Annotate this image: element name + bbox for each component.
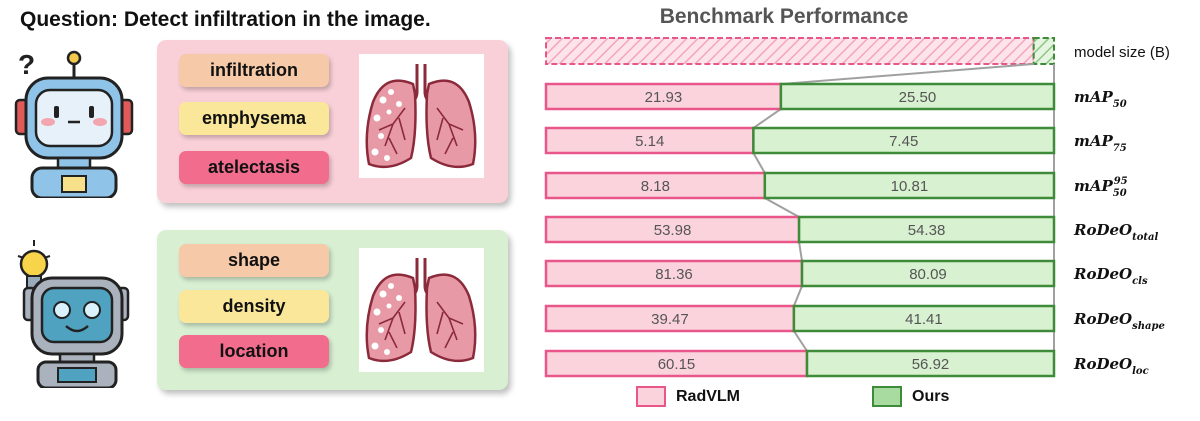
bar-radvlm <box>544 215 801 244</box>
bar-radvlm <box>544 304 796 333</box>
metric-label: mAP75 <box>1074 132 1127 154</box>
bar-radvlm <box>544 171 767 200</box>
robot-icon: ? <box>14 49 134 198</box>
question-title: Question: Detect infiltration in the ima… <box>20 8 431 31</box>
metric-label: mAP5095 <box>1074 176 1128 199</box>
data-label-ours: 54.38 <box>908 222 946 239</box>
size-bar-ours <box>1032 37 1056 65</box>
bar-ours <box>800 259 1056 288</box>
tag-infiltration: infiltration <box>179 54 329 87</box>
chart-title: Benchmark Performance <box>659 5 909 28</box>
bar-radvlm <box>544 82 783 111</box>
legend-ours: Ours <box>872 386 949 407</box>
legend-radvlm-label: RadVLM <box>676 387 740 405</box>
size-bar-radvlm <box>545 37 1035 65</box>
bar-ours <box>797 215 1056 244</box>
size-row-label: model size (B) <box>1074 44 1170 61</box>
data-label-ours: 80.09 <box>909 266 947 283</box>
data-label-radvlm: 60.15 <box>658 356 696 373</box>
data-label-ours: 7.45 <box>889 133 918 150</box>
lung-image-2 <box>359 248 484 372</box>
metric-label: RoDeOshape <box>1073 310 1165 332</box>
tag-emphysema: emphysema <box>179 102 329 135</box>
legend-ours-swatch <box>872 386 902 407</box>
bar-ours <box>792 304 1056 333</box>
bar-ours <box>763 171 1056 200</box>
metric-label: RoDeOtotal <box>1073 221 1158 243</box>
metric-label: RoDeOcls <box>1073 265 1148 287</box>
legend-radvlm: RadVLM <box>636 386 740 407</box>
metric-label: RoDeOloc <box>1073 355 1149 377</box>
data-label-ours: 41.41 <box>905 311 943 328</box>
disease-panel: infiltration emphysema atelectasis <box>157 40 508 203</box>
metric-label: mAP50 <box>1074 88 1127 110</box>
data-label-radvlm: 81.36 <box>655 266 693 283</box>
tag-atelectasis: atelectasis <box>179 151 329 184</box>
data-label-ours: 56.92 <box>912 356 950 373</box>
data-label-ours: 10.81 <box>891 178 929 195</box>
bar-ours <box>805 349 1056 378</box>
data-label-radvlm: 53.98 <box>654 222 692 239</box>
bar-ours <box>752 126 1056 155</box>
bar-radvlm <box>544 259 804 288</box>
attribute-panel: shape density location <box>157 230 508 390</box>
tag-shape: shape <box>179 244 329 277</box>
data-label-radvlm: 39.47 <box>651 311 689 328</box>
data-label-radvlm: 8.18 <box>641 178 670 195</box>
legend-ours-label: Ours <box>912 387 950 405</box>
robot-idea-icon <box>17 240 130 388</box>
bar-ours <box>779 82 1056 111</box>
data-label-radvlm: 21.93 <box>645 89 683 106</box>
tag-location: location <box>179 335 329 368</box>
question-mark-icon: ? <box>18 49 35 80</box>
bar-radvlm <box>544 126 755 155</box>
legend-radvlm-swatch <box>636 386 666 407</box>
lungs-icon <box>365 64 477 169</box>
data-label-ours: 25.50 <box>899 89 937 106</box>
data-label-radvlm: 5.14 <box>635 133 664 150</box>
lung-image <box>359 54 484 178</box>
tag-density: density <box>179 290 329 323</box>
lungs-icon-2 <box>365 258 477 363</box>
